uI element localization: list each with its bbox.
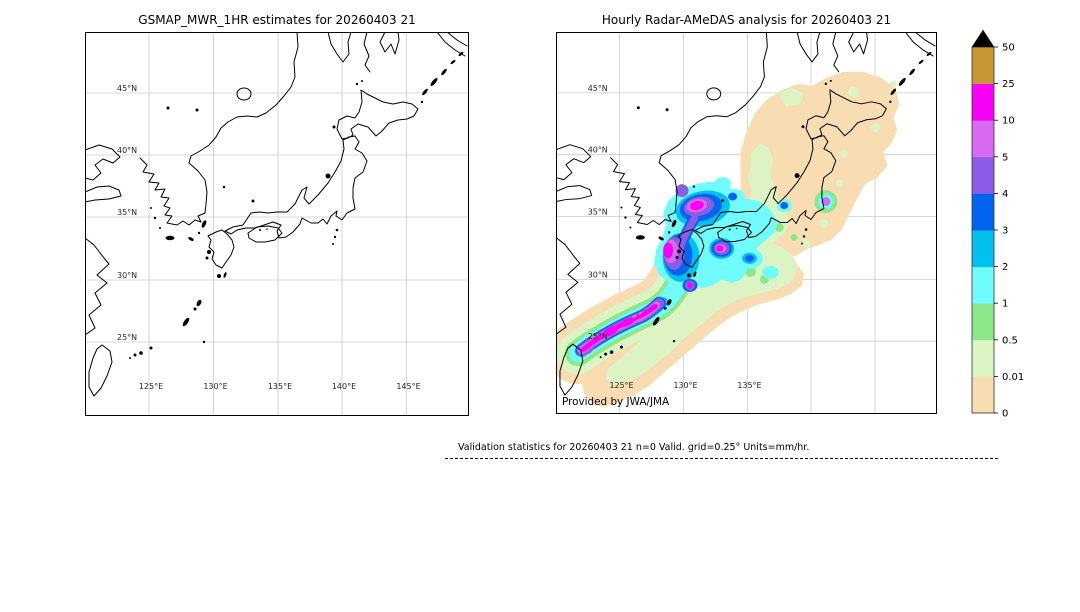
colorbar-segment <box>972 193 994 231</box>
lon-tick-label: 140°E <box>332 382 356 391</box>
colorbar-segment <box>972 83 994 121</box>
colorbar-tick-label: 10 <box>1002 116 1015 127</box>
right-panel-title: Hourly Radar-AMeDAS analysis for 2026040… <box>601 13 892 27</box>
panel-border-left <box>85 32 469 416</box>
lat-tick-label: 30°N <box>117 271 137 280</box>
panel-border-right <box>556 32 937 415</box>
lon-tick-label: 145°E <box>396 382 420 391</box>
lon-tick-label: 135°E <box>268 382 292 391</box>
lat-tick-label: 30°N <box>588 270 608 279</box>
lon-tick-label: 125°E <box>609 381 633 390</box>
colorbar-segment <box>972 303 994 341</box>
lon-tick-label: 125°E <box>139 382 163 391</box>
colorbar-segment <box>972 230 994 268</box>
colorbar-tick-label: 0.5 <box>1002 335 1018 346</box>
lat-tick-label: 35°N <box>588 208 608 217</box>
colorbar-tick-label: 3 <box>1002 226 1008 237</box>
coastline-left <box>85 32 468 397</box>
precipitation-overlay <box>556 71 900 408</box>
lat-tick-label: 35°N <box>117 208 137 217</box>
lat-tick-label: 45°N <box>588 84 608 93</box>
colorbar-tick-label: 0 <box>1002 409 1008 420</box>
axis-labels-left: 45°N 40°N 35°N 30°N 25°N 125°E 130°E 135°E 140°E… <box>117 84 421 391</box>
lat-tick-label: 25°N <box>117 333 137 342</box>
gsmap-map-panel: 45°N 40°N 35°N 30°N 25°N 125°E 130°E 135°E 140°E… <box>85 32 469 416</box>
lon-tick-label: 135°E <box>737 381 761 390</box>
lat-tick-label: 45°N <box>117 84 137 93</box>
colorbar-segment <box>972 376 994 414</box>
validation-stats-text: Validation statistics for 20260403 21 n=… <box>458 442 810 453</box>
lon-tick-label: 130°E <box>673 381 697 390</box>
radar-map-panel: 45°N 40°N 35°N 30°N 25°N 125°E 130°E 135°E Prov… <box>556 32 937 415</box>
colorbar-segment <box>972 120 994 158</box>
colorbar-tick-label: 2 <box>1002 262 1008 273</box>
axis-labels-right: 45°N 40°N 35°N 30°N 25°N 125°E 130°E 135°E <box>588 84 762 390</box>
left-panel-title: GSMAP_MWR_1HR estimates for 20260403 21 <box>138 13 416 27</box>
precip-25mm-layer <box>590 312 643 338</box>
colorbar-segment <box>972 47 994 85</box>
lon-tick-label: 130°E <box>203 382 227 391</box>
precip-10mm-layer <box>580 200 724 352</box>
colorbar-segment <box>972 266 994 304</box>
colorbar: 0 0.01 0.5 1 2 3 4 5 10 25 50 <box>960 22 1070 442</box>
credit-text: Provided by JWA/JMA <box>562 396 670 408</box>
colorbar-segment <box>972 156 994 194</box>
colorbar-tick-label: 25 <box>1002 79 1015 90</box>
colorbar-tick-label: 0.01 <box>1002 372 1024 383</box>
colorbar-tick-label: 50 <box>1002 43 1015 54</box>
dashed-underline <box>445 458 998 459</box>
lat-tick-label: 40°N <box>117 146 137 155</box>
colorbar-tick-label: 5 <box>1002 152 1008 163</box>
lat-tick-label: 25°N <box>588 332 608 341</box>
colorbar-segment <box>972 339 994 377</box>
colorbar-over-arrow <box>971 29 995 48</box>
lat-tick-label: 40°N <box>588 146 608 155</box>
gridlines-left <box>85 32 469 416</box>
colorbar-tick-label: 1 <box>1002 299 1008 310</box>
colorbar-tick-label: 4 <box>1002 189 1008 200</box>
